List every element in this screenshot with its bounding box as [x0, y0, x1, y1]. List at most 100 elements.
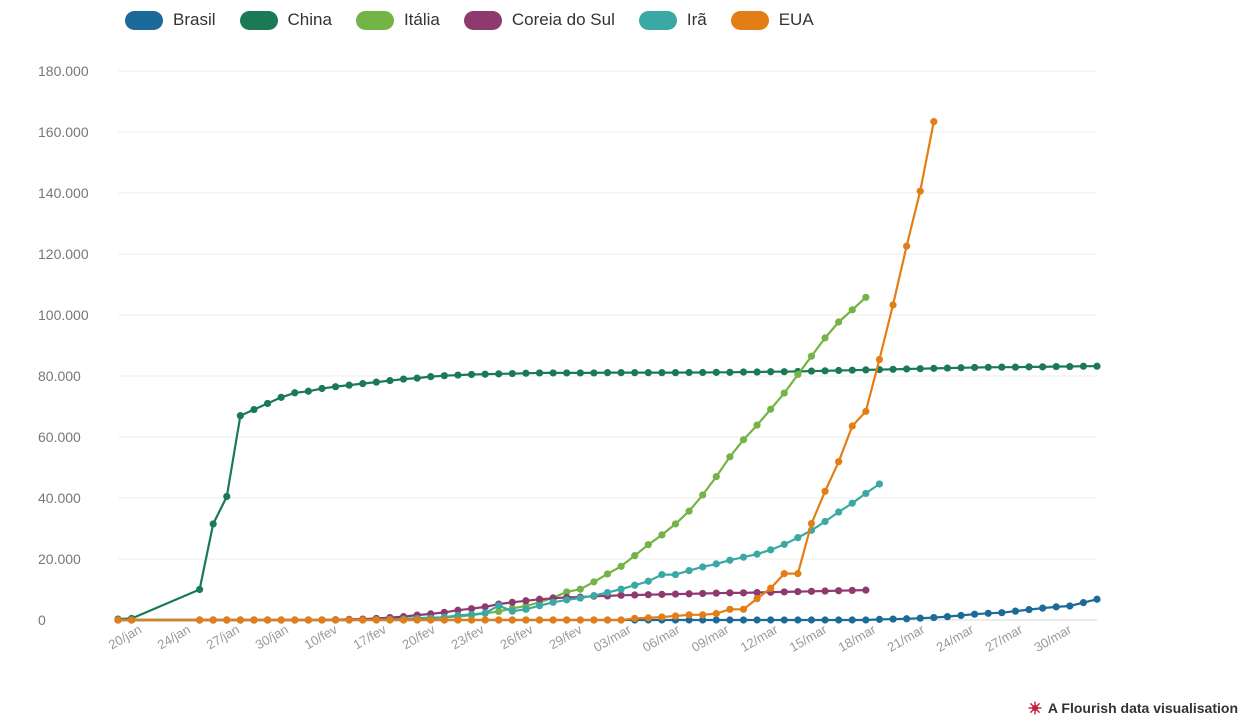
data-point[interactable] [576, 616, 584, 624]
data-point[interactable] [250, 616, 258, 624]
data-point[interactable] [1011, 607, 1020, 615]
data-point[interactable] [821, 334, 829, 342]
data-point[interactable] [862, 616, 870, 624]
data-point[interactable] [1079, 599, 1088, 607]
data-point[interactable] [590, 578, 598, 586]
data-point[interactable] [209, 616, 217, 624]
data-point[interactable] [835, 458, 843, 466]
data-point[interactable] [522, 616, 530, 624]
data-point[interactable] [658, 570, 666, 579]
legend-item[interactable]: Irã [638, 10, 707, 30]
data-point[interactable] [345, 616, 353, 624]
legend-item[interactable]: China [239, 10, 332, 30]
data-point[interactable] [1093, 595, 1101, 603]
data-point[interactable] [862, 366, 870, 374]
data-point[interactable] [943, 364, 952, 372]
data-point[interactable] [767, 405, 775, 413]
data-point[interactable] [345, 381, 353, 389]
data-point[interactable] [454, 616, 462, 624]
data-point[interactable] [1025, 363, 1033, 371]
data-point[interactable] [767, 616, 775, 624]
data-point[interactable] [549, 598, 557, 606]
data-point[interactable] [631, 614, 639, 623]
data-point[interactable] [971, 610, 979, 618]
data-point[interactable] [617, 585, 625, 593]
data-point[interactable] [753, 421, 761, 429]
data-point[interactable] [794, 370, 802, 379]
data-point[interactable] [739, 589, 748, 597]
data-point[interactable] [767, 584, 775, 592]
data-point[interactable] [508, 607, 516, 615]
data-point[interactable] [263, 616, 272, 624]
data-point[interactable] [535, 595, 544, 603]
data-point[interactable] [875, 355, 884, 364]
data-point[interactable] [807, 367, 816, 375]
data-point[interactable] [712, 368, 720, 376]
data-point[interactable] [195, 585, 204, 594]
data-point[interactable] [671, 612, 680, 620]
data-point[interactable] [821, 616, 829, 624]
data-point[interactable] [930, 118, 938, 126]
data-point[interactable] [794, 588, 802, 596]
data-point[interactable] [862, 293, 870, 301]
data-point[interactable] [753, 595, 761, 603]
data-point[interactable] [794, 570, 802, 578]
data-point[interactable] [726, 589, 734, 597]
data-point[interactable] [753, 368, 761, 376]
data-point[interactable] [631, 581, 639, 589]
data-point[interactable] [848, 366, 856, 374]
data-point[interactable] [331, 383, 340, 391]
data-point[interactable] [427, 616, 435, 624]
data-point[interactable] [712, 609, 720, 618]
data-point[interactable] [481, 609, 489, 617]
data-point[interactable] [372, 616, 380, 624]
data-point[interactable] [739, 605, 748, 613]
data-point[interactable] [821, 517, 829, 526]
data-point[interactable] [835, 616, 843, 624]
data-point[interactable] [454, 371, 462, 379]
data-point[interactable] [1093, 362, 1101, 370]
data-point[interactable] [318, 384, 326, 393]
data-point[interactable] [889, 615, 897, 623]
data-point[interactable] [889, 365, 897, 373]
data-point[interactable] [1011, 363, 1020, 371]
data-point[interactable] [835, 366, 843, 375]
data-point[interactable] [699, 611, 707, 619]
data-point[interactable] [916, 187, 924, 195]
data-point[interactable] [685, 507, 693, 515]
legend-item[interactable]: EUA [730, 10, 814, 30]
data-point[interactable] [903, 242, 911, 250]
data-point[interactable] [807, 616, 816, 624]
data-point[interactable] [1052, 603, 1060, 611]
data-point[interactable] [780, 616, 788, 624]
data-point[interactable] [712, 589, 720, 597]
data-point[interactable] [1066, 602, 1074, 610]
data-point[interactable] [603, 588, 612, 597]
data-point[interactable] [576, 585, 584, 593]
data-point[interactable] [671, 590, 680, 598]
data-point[interactable] [671, 520, 680, 528]
data-point[interactable] [807, 587, 816, 595]
data-point[interactable] [590, 369, 598, 377]
data-point[interactable] [1039, 363, 1047, 371]
data-point[interactable] [535, 616, 544, 624]
data-point[interactable] [508, 616, 516, 624]
data-point[interactable] [739, 616, 748, 624]
data-point[interactable] [862, 586, 870, 594]
data-point[interactable] [467, 616, 476, 624]
data-point[interactable] [794, 534, 802, 542]
data-point[interactable] [359, 380, 367, 388]
data-point[interactable] [685, 611, 693, 619]
data-point[interactable] [386, 616, 394, 624]
data-point[interactable] [739, 553, 748, 561]
data-point[interactable] [522, 605, 530, 613]
data-point[interactable] [250, 405, 258, 414]
flourish-credit[interactable]: A Flourish data visualisation [1028, 700, 1238, 716]
data-point[interactable] [114, 616, 122, 624]
data-point[interactable] [726, 368, 734, 376]
data-point[interactable] [481, 616, 489, 624]
data-point[interactable] [699, 491, 707, 499]
data-point[interactable] [563, 588, 571, 596]
data-point[interactable] [631, 369, 639, 377]
data-point[interactable] [916, 365, 924, 373]
